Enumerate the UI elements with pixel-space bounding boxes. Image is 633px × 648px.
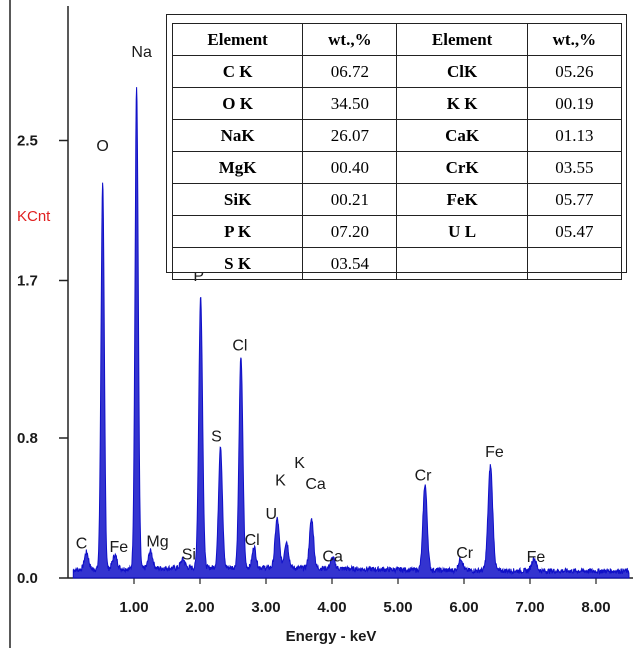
table-row: NaK 26.07 CaK 01.13 (171, 119, 623, 152)
table-cell: NaK (171, 119, 304, 152)
table-header: Element (171, 23, 304, 56)
y-tick-label: 0.8 (17, 430, 38, 447)
table-cell: 26.07 (302, 119, 398, 152)
peak-label: Na (131, 44, 152, 61)
table-row: MgK 00.40 CrK 03.55 (171, 151, 623, 184)
table-cell: MgK (171, 151, 304, 184)
peak-label: Cr (456, 545, 474, 562)
table-row: C K 06.72 ClK 05.26 (171, 55, 623, 88)
peak-label: K (294, 455, 305, 472)
peak-label: Cr (415, 467, 433, 484)
table-header: Element (396, 23, 528, 56)
composition-table: Element wt.,% Element wt.,% C K 06.72 ClK 0… (171, 23, 623, 280)
peak-label: O (96, 138, 108, 155)
table-row: O K 34.50 K K 00.19 (171, 87, 623, 120)
table-row: SiK 00.21 FeK 05.77 (171, 183, 623, 216)
table-cell (526, 247, 623, 280)
x-tick-label: 8.00 (581, 599, 610, 616)
peak-label: Fe (527, 549, 546, 566)
table-header: wt.,% (526, 23, 623, 56)
table-cell: U L (396, 215, 528, 248)
table-cell: 05.26 (526, 55, 623, 88)
table-row: S K 03.54 (171, 247, 623, 280)
table-cell: SiK (171, 183, 304, 216)
peak-label: Cl (232, 337, 247, 354)
table-cell: 34.50 (302, 87, 398, 120)
table-cell: 01.13 (526, 119, 623, 152)
peak-label: Fe (485, 444, 504, 461)
x-tick-label: 1.00 (119, 599, 148, 616)
composition-table-box: Element wt.,% Element wt.,% C K 06.72 ClK 0… (166, 14, 627, 280)
table-cell: C K (171, 55, 304, 88)
table-cell: CaK (396, 119, 528, 152)
peak-label: Mg (146, 534, 168, 551)
peak-label: U (265, 506, 277, 523)
x-axis-label: Energy - keV (286, 628, 377, 645)
table-cell: FeK (396, 183, 528, 216)
table-cell: K K (396, 87, 528, 120)
table-row: P K 07.20 U L 05.47 (171, 215, 623, 248)
peak-label: K (275, 472, 286, 489)
y-ticks: 0.0 0.8 1.7 2.5 (17, 133, 68, 587)
x-tick-label: 3.00 (251, 599, 280, 616)
x-ticks: 1.00 2.00 3.00 4.00 5.00 6.00 7.00 8.00 (119, 578, 611, 616)
peak-label: Ca (322, 549, 343, 566)
table-cell: ClK (396, 55, 528, 88)
peak-label: Fe (110, 539, 129, 556)
table-cell: O K (171, 87, 304, 120)
table-header: wt.,% (302, 23, 398, 56)
table-cell: 03.54 (302, 247, 398, 280)
peak-label: Ca (305, 476, 326, 493)
table-header-row: Element wt.,% Element wt.,% (171, 23, 623, 56)
table-cell: 05.77 (526, 183, 623, 216)
table-cell: 07.20 (302, 215, 398, 248)
x-tick-label: 6.00 (449, 599, 478, 616)
table-cell: CrK (396, 151, 528, 184)
table-cell: 00.19 (526, 87, 623, 120)
peak-label: C (76, 536, 88, 553)
peak-label: Si (182, 546, 196, 563)
table-cell: 00.21 (302, 183, 398, 216)
table-cell: 00.40 (302, 151, 398, 184)
spectrum-line (72, 87, 630, 579)
table-cell: S K (171, 247, 304, 280)
table-cell: P K (171, 215, 304, 248)
table-cell: 05.47 (526, 215, 623, 248)
y-tick-label: 1.7 (17, 273, 38, 290)
table-cell: 03.55 (526, 151, 623, 184)
x-tick-label: 4.00 (317, 599, 346, 616)
y-axis-label: KCnt (17, 208, 51, 225)
table-cell: 06.72 (302, 55, 398, 88)
y-tick-label: 0.0 (17, 570, 38, 587)
peak-label: Cl (245, 532, 260, 549)
peak-label: S (211, 429, 222, 446)
x-tick-label: 2.00 (185, 599, 214, 616)
table-cell (396, 247, 528, 280)
x-tick-label: 7.00 (515, 599, 544, 616)
x-tick-label: 5.00 (383, 599, 412, 616)
y-tick-label: 2.5 (17, 133, 38, 150)
